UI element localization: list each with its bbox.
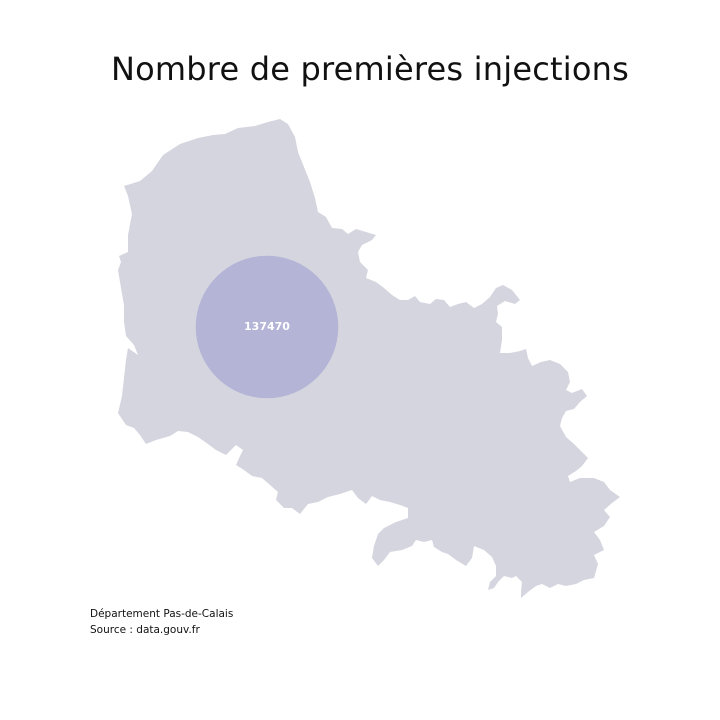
footnote: Département Pas-de-Calais Source : data.… [90,606,233,638]
footnote-department: Département Pas-de-Calais [90,608,234,620]
department-pas-de-calais-shape[interactable] [118,119,620,598]
bubble-value-label: 137470 [244,320,290,333]
map-title: Nombre de premières injections [111,50,629,88]
injections-bubble[interactable] [195,255,339,399]
footnote-source: Source : data.gouv.fr [90,624,200,636]
